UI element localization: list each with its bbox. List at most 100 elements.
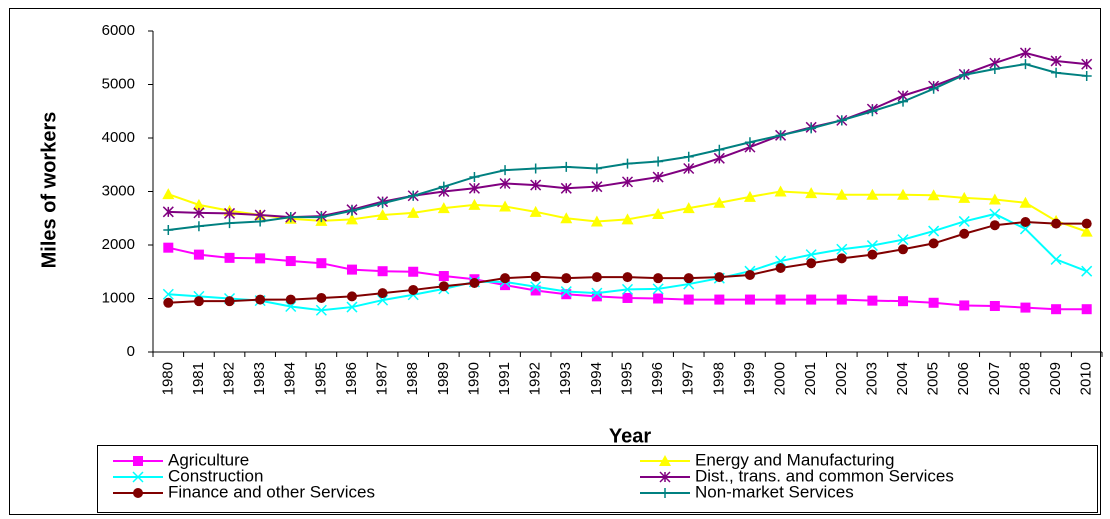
marker-shape [500, 280, 511, 291]
data-point [836, 253, 847, 264]
data-point [163, 242, 174, 253]
data-point [959, 228, 970, 239]
chart-frame [9, 8, 1101, 515]
marker-shape [500, 273, 511, 284]
marker-shape [682, 202, 695, 214]
marker-shape [928, 225, 940, 237]
data-point [499, 200, 512, 212]
data-point [867, 249, 878, 260]
data-point [988, 193, 1001, 205]
x-tick-label: 2007 [986, 362, 1003, 395]
marker-shape [316, 292, 327, 303]
marker-shape [315, 304, 327, 316]
marker-shape [469, 172, 480, 183]
data-point [408, 266, 419, 277]
marker-shape [652, 207, 665, 219]
data-point [928, 238, 939, 249]
marker-shape [835, 188, 848, 200]
data-point [346, 291, 357, 302]
data-point [560, 212, 573, 224]
marker-shape [560, 182, 572, 194]
data-point [621, 176, 634, 188]
data-point [193, 207, 205, 219]
x-tick-label: 2008 [1016, 362, 1033, 395]
marker-shape [1081, 265, 1093, 277]
legend-label: Construction [168, 466, 263, 485]
data-point [806, 294, 817, 305]
data-point [438, 281, 449, 292]
data-point [622, 292, 633, 303]
data-point [377, 198, 388, 209]
x-tick-label: 1981 [190, 362, 207, 395]
data-point [285, 294, 296, 305]
data-point [316, 258, 327, 269]
x-tick-label: 2003 [863, 362, 880, 395]
x-tick-label: 1997 [680, 362, 697, 395]
marker-shape [591, 272, 602, 283]
marker-shape [285, 294, 296, 305]
marker-shape [806, 258, 817, 269]
data-point [529, 205, 542, 217]
marker-shape [621, 283, 634, 295]
marker-shape [133, 456, 143, 466]
marker-shape [928, 83, 939, 94]
marker-shape [683, 294, 694, 305]
data-point [1080, 225, 1093, 237]
marker-shape [255, 216, 266, 227]
marker-shape [591, 287, 603, 299]
data-point [928, 297, 939, 308]
marker-shape [1051, 67, 1062, 78]
marker-shape [806, 294, 817, 305]
data-point [316, 292, 327, 303]
x-axis-title: Year [609, 425, 651, 447]
legend-label: Energy and Manufacturing [695, 450, 894, 469]
marker-shape [1050, 55, 1062, 67]
data-point [316, 212, 327, 223]
legend-marker [659, 471, 671, 483]
marker-shape [468, 182, 480, 194]
marker-shape [255, 294, 266, 305]
marker-shape [224, 218, 235, 229]
data-point [867, 295, 878, 306]
x-tick-label: 2002 [833, 362, 850, 395]
marker-shape [744, 269, 755, 280]
data-point [744, 269, 755, 280]
marker-shape [530, 179, 542, 191]
x-tick-label: 1991 [496, 362, 513, 395]
marker-shape [530, 281, 542, 293]
marker-shape [988, 193, 1001, 205]
marker-shape [438, 281, 449, 292]
legend [97, 445, 1098, 513]
data-point [898, 296, 909, 307]
marker-shape [774, 185, 787, 197]
data-point [1081, 218, 1092, 229]
data-point [653, 156, 664, 167]
data-point [591, 181, 603, 193]
data-point [898, 244, 909, 255]
x-tick-label: 2005 [925, 362, 942, 395]
data-point [989, 220, 1000, 231]
data-point [836, 294, 847, 305]
legend-marker [659, 455, 671, 466]
legend-marker [133, 456, 143, 466]
marker-shape [897, 234, 909, 246]
marker-shape [591, 181, 603, 193]
marker-shape [316, 258, 327, 269]
x-tick-label: 1990 [465, 362, 482, 395]
marker-shape [621, 176, 634, 188]
marker-shape [958, 191, 971, 203]
x-tick-label: 2000 [772, 362, 789, 395]
marker-shape [346, 264, 357, 275]
data-point [958, 215, 970, 227]
data-point [989, 300, 1000, 311]
marker-shape [867, 249, 878, 260]
data-point [530, 179, 542, 191]
marker-shape [591, 163, 602, 174]
data-point [744, 137, 755, 148]
marker-shape [193, 249, 204, 260]
marker-shape [989, 63, 1000, 74]
marker-shape [989, 300, 1000, 311]
x-tick-label: 1999 [741, 362, 758, 395]
data-point [927, 189, 940, 201]
